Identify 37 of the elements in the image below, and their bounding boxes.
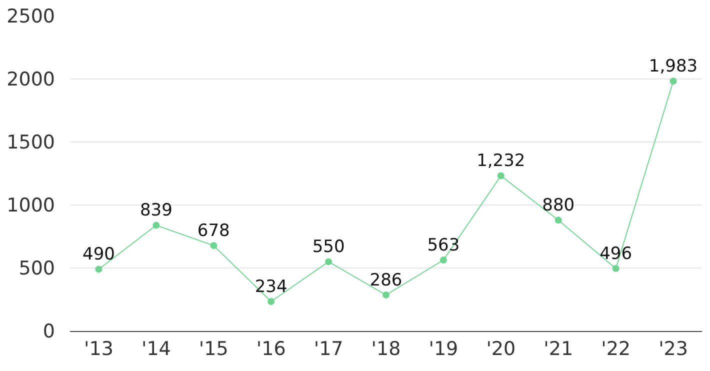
point (670, 78, 677, 85)
data-label: 880 (542, 195, 575, 216)
data-label: 678 (197, 220, 230, 241)
data-label: 234 (254, 276, 288, 297)
y-tick-label: 0 (42, 320, 55, 343)
x-tick-label: '21 (544, 338, 574, 360)
y-tick-label: 1500 (6, 132, 55, 154)
point (497, 172, 504, 180)
point (268, 298, 275, 306)
y-tick-label: 1000 (6, 194, 55, 217)
data-label: 286 (370, 270, 402, 290)
data-label: 1,232 (476, 151, 526, 172)
y-tick-label: 2500 (6, 6, 55, 28)
data-label: 550 (312, 237, 345, 258)
x-tick-label: '14 (141, 338, 171, 360)
point (210, 242, 218, 250)
x-tick-label: '20 (486, 338, 516, 360)
y-tick-label: 500 (18, 258, 55, 280)
data-label: 839 (140, 200, 172, 221)
data-label: 1,983 (648, 56, 698, 77)
point (612, 265, 620, 272)
point (152, 222, 160, 229)
x-tick-label: '18 (371, 338, 401, 360)
point (95, 266, 102, 273)
point (382, 291, 390, 298)
x-tick-label: '17 (314, 338, 344, 360)
x-tick-label: '16 (256, 338, 286, 360)
point (325, 258, 332, 266)
y-tick-label: 2000 (6, 68, 55, 91)
data-label: 490 (82, 244, 115, 265)
x-tick-label: '13 (84, 338, 114, 360)
x-tick-label: '23 (658, 338, 688, 360)
point (554, 216, 562, 224)
x-tick-label: '22 (601, 338, 631, 360)
point (440, 256, 447, 264)
x-tick-label: '15 (198, 338, 228, 360)
x-tick-label: '19 (428, 338, 458, 360)
